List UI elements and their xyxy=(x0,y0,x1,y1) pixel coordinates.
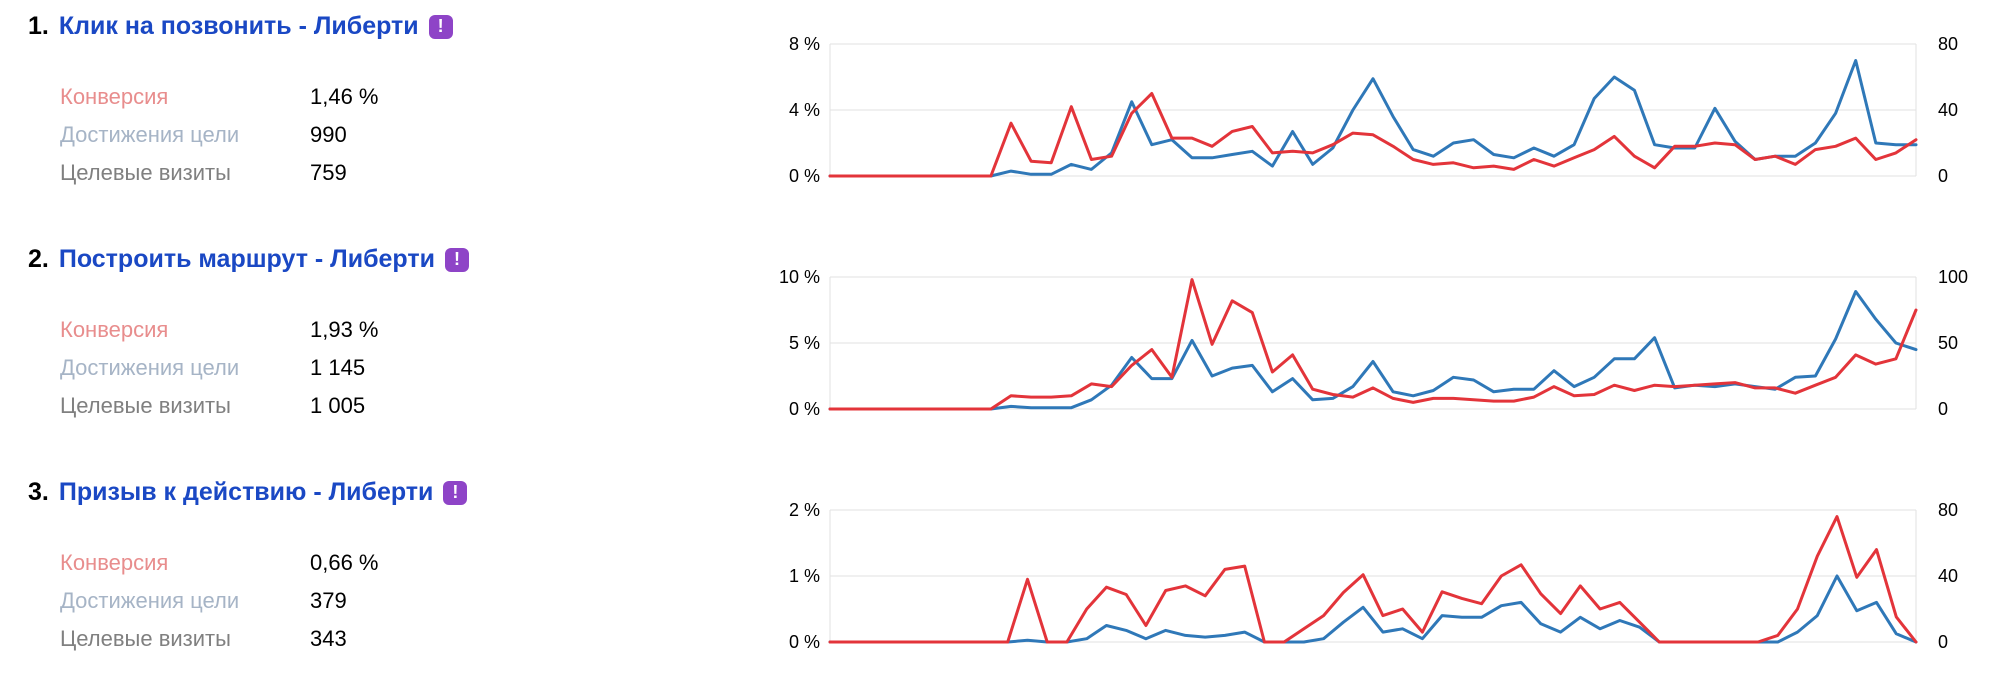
metric-value: 379 xyxy=(310,588,347,613)
goal-title-row: 1. Клик на позвонить - Либерти ! xyxy=(28,12,453,41)
goal-title-link[interactable]: Призыв к действию - Либерти xyxy=(58,478,434,506)
goal-number: 3. xyxy=(28,478,49,506)
left-axis-tick-label: 0 % xyxy=(789,399,820,419)
metric-label: Достижения цели xyxy=(60,588,240,613)
metric-value: 1,46 % xyxy=(310,84,379,109)
left-axis-tick-label: 1 % xyxy=(789,566,820,586)
goal-reaches-series-line xyxy=(828,59,1918,178)
right-axis-tick-label: 40 xyxy=(1938,100,1958,120)
goal-chart-3: 0 % 0 1 % 40 2 % 80 xyxy=(789,500,1958,652)
goal-chart-1: 0 % 0 4 % 40 8 % 80 xyxy=(789,34,1958,186)
metric-value: 1 145 xyxy=(310,355,366,380)
right-axis-tick-label: 100 xyxy=(1938,267,1968,287)
goal-title-row: 2. Построить маршрут - Либерти ! xyxy=(28,245,469,274)
exclamation-badge-icon[interactable]: ! xyxy=(444,247,469,272)
right-axis-tick-label: 0 xyxy=(1938,166,1948,186)
metric-label: Конверсия xyxy=(60,317,169,342)
right-axis-tick-label: 50 xyxy=(1938,333,1958,353)
metric-label: Конверсия xyxy=(60,550,169,575)
right-axis-tick-label: 80 xyxy=(1938,34,1958,54)
conversion-series-line xyxy=(828,92,1918,178)
exclamation-badge-icon[interactable]: ! xyxy=(428,14,453,39)
metric-value: 990 xyxy=(310,122,347,147)
goal-title-link[interactable]: Клик на позвонить - Либерти xyxy=(58,12,419,40)
goal-chart-2: 0 % 0 5 % 50 10 % 100 xyxy=(779,267,1968,419)
metric-label: Конверсия xyxy=(60,84,169,109)
left-axis-tick-label: 8 % xyxy=(789,34,820,54)
goal-block-1: 1. Клик на позвонить - Либерти ! Конверс… xyxy=(0,0,1999,225)
goal-number: 1. xyxy=(28,12,49,40)
left-axis-tick-label: 2 % xyxy=(789,500,820,520)
metric-value: 1,93 % xyxy=(310,317,379,342)
left-axis-tick-label: 0 % xyxy=(789,632,820,652)
right-axis-tick-label: 40 xyxy=(1938,566,1958,586)
right-axis-tick-label: 0 xyxy=(1938,632,1948,652)
goal-title-row: 3. Призыв к действию - Либерти ! xyxy=(28,478,468,507)
metric-value: 343 xyxy=(310,626,347,651)
metric-label: Целевые визиты xyxy=(60,160,231,185)
goal-number: 2. xyxy=(28,245,49,273)
metric-value: 1 005 xyxy=(310,393,366,418)
goal-reaches-series-line xyxy=(828,290,1918,411)
left-axis-tick-label: 5 % xyxy=(789,333,820,353)
left-axis-tick-label: 0 % xyxy=(789,166,820,186)
right-axis-tick-label: 80 xyxy=(1938,500,1958,520)
right-axis-tick-label: 0 xyxy=(1938,399,1948,419)
conversion-series-line xyxy=(828,278,1918,411)
conversion-series-line xyxy=(828,515,1918,644)
goal-block-3: 3. Призыв к действию - Либерти ! Конверс… xyxy=(0,466,1999,691)
left-axis-tick-label: 4 % xyxy=(789,100,820,120)
metric-label: Целевые визиты xyxy=(60,626,231,651)
metric-label: Достижения цели xyxy=(60,122,240,147)
metric-value: 759 xyxy=(310,160,347,185)
metric-label: Достижения цели xyxy=(60,355,240,380)
goal-reaches-series-line xyxy=(828,574,1918,644)
goal-title-link[interactable]: Построить маршрут - Либерти xyxy=(58,245,435,273)
goal-block-2: 2. Построить маршрут - Либерти ! Конверс… xyxy=(0,233,1999,458)
metric-label: Целевые визиты xyxy=(60,393,231,418)
left-axis-tick-label: 10 % xyxy=(779,267,820,287)
metric-value: 0,66 % xyxy=(310,550,379,575)
exclamation-badge-icon[interactable]: ! xyxy=(443,480,468,505)
